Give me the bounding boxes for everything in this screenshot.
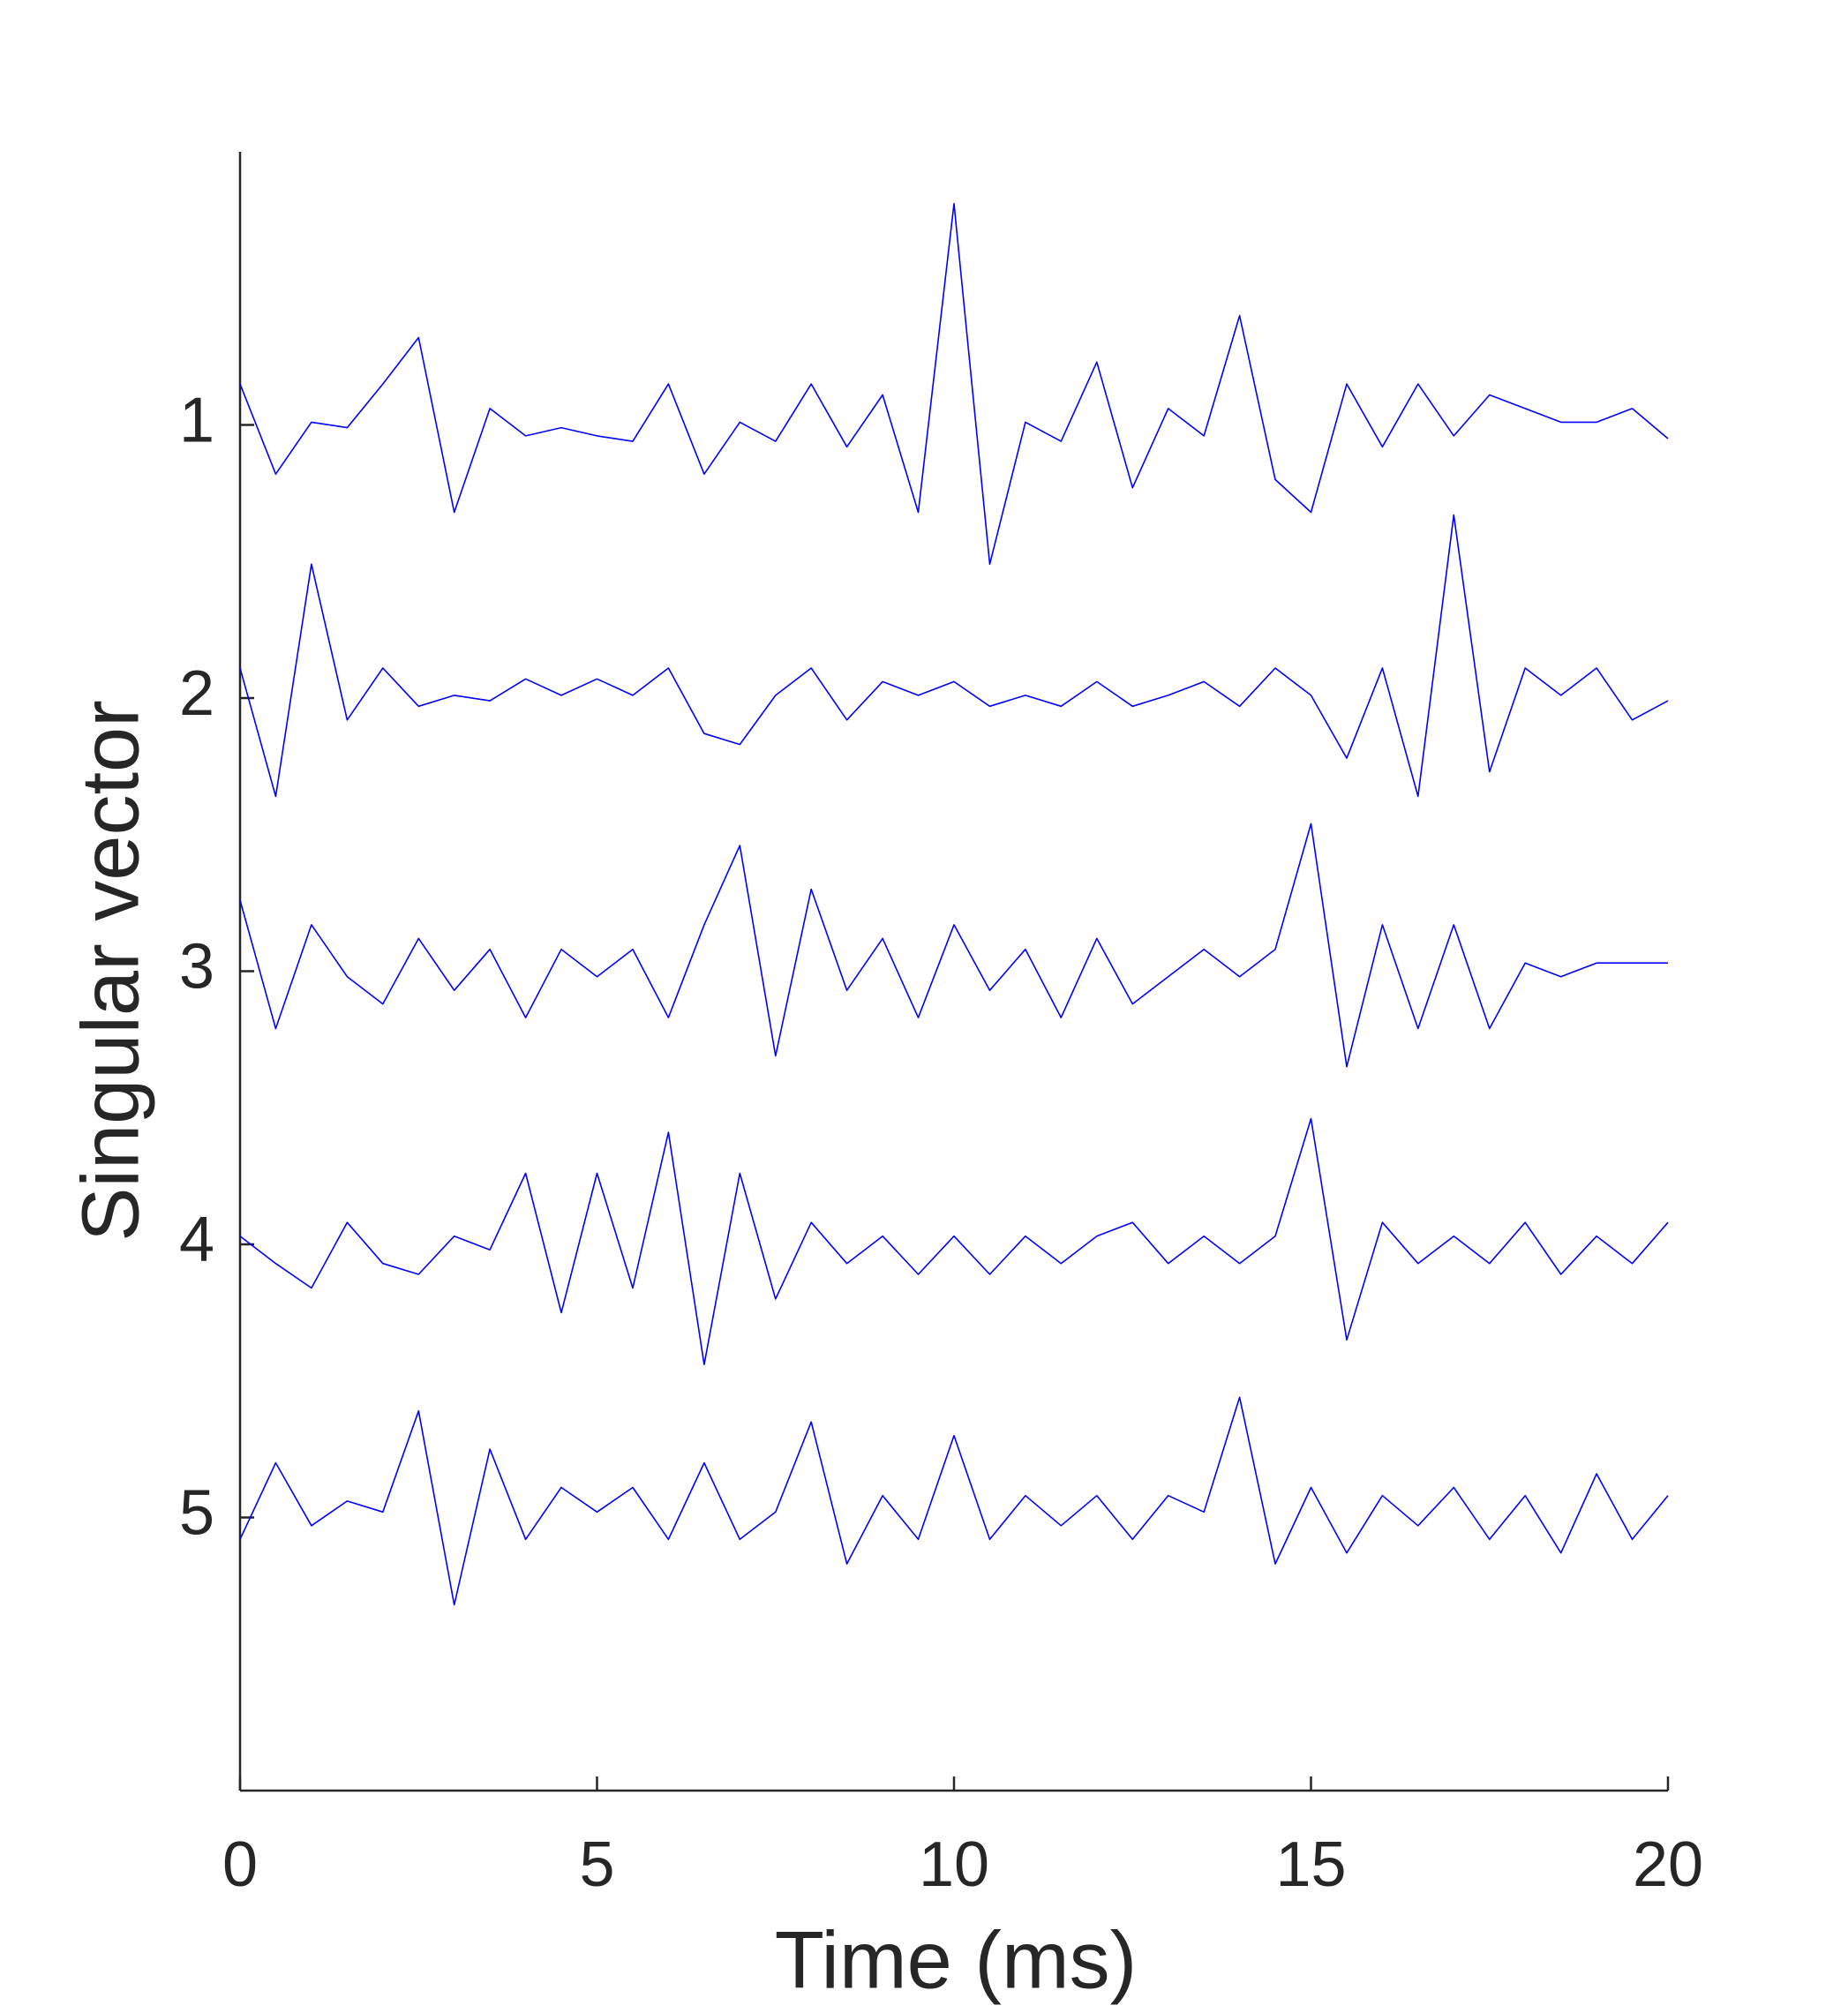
trace bbox=[239, 822, 1668, 1068]
x-axis-label: Time (ms) bbox=[775, 1915, 1138, 2005]
x-tick-label: 5 bbox=[579, 1829, 614, 1900]
y-tick-label: 2 bbox=[179, 658, 214, 729]
x-tick-label: 10 bbox=[919, 1829, 989, 1900]
trace bbox=[239, 1396, 1669, 1606]
y-tick-label: 4 bbox=[179, 1205, 214, 1275]
x-tick-label: 15 bbox=[1275, 1829, 1346, 1900]
trace bbox=[239, 514, 1669, 798]
y-axis-label: Singular vector bbox=[65, 700, 155, 1242]
y-tick-label: 1 bbox=[179, 386, 214, 456]
y-tick-label: 3 bbox=[179, 932, 214, 1003]
trace bbox=[239, 203, 1669, 566]
y-tick-label: 5 bbox=[179, 1478, 214, 1549]
trace bbox=[239, 1117, 1669, 1365]
x-tick-label: 20 bbox=[1633, 1829, 1703, 1900]
x-tick-label: 0 bbox=[222, 1829, 258, 1900]
